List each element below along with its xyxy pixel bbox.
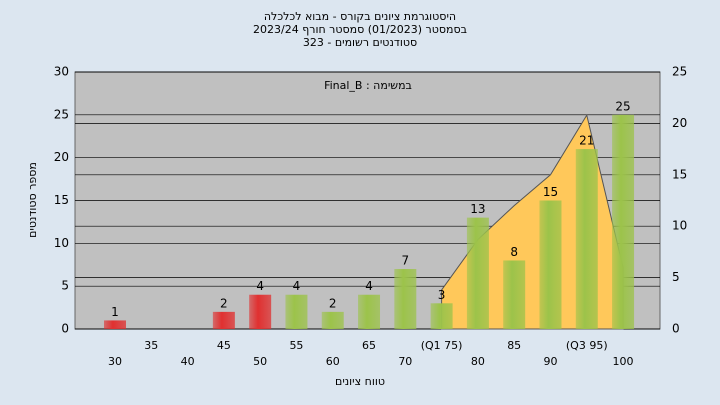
x-tick-label: 40 [181,355,195,368]
x-tick-label: 55 [289,339,303,352]
y-tick-label: 5 [61,279,69,293]
x-tick-label: 45 [217,339,231,352]
bar [612,114,635,329]
y2-tick-label: 20 [672,116,687,130]
y-tick-label: 30 [54,65,69,79]
bar [539,200,562,329]
y-tick-label: 0 [61,322,69,336]
bar [321,311,344,329]
chart-subtitle: בסמסטר (01/2023) סמסטר חורף 2023/24 [253,23,467,36]
annotation: Final_B : במשימה [324,79,412,92]
data-label: 4 [365,279,373,293]
data-label: 2 [329,296,337,310]
y-tick-label: 20 [54,150,69,164]
bar [466,217,489,329]
x-tick-label: 35 [144,339,158,352]
data-label: 2 [220,296,228,310]
x-tick-label: 30 [108,355,122,368]
data-label: 13 [470,202,485,216]
data-label: 3 [438,288,446,302]
y-axis-label: מספר סטודנטים [26,162,39,238]
bar [430,303,453,329]
y2-tick-label: 25 [672,65,687,79]
y2-tick-label: 5 [672,270,680,284]
bar [503,260,526,329]
x-tick-label: (Q1 75) [421,339,463,352]
bar [212,311,235,329]
y-tick-label: 25 [54,107,69,121]
data-label: 8 [510,245,518,259]
x-tick-label: 90 [543,355,557,368]
data-label: 1 [111,305,119,319]
x-tick-label: 70 [398,355,412,368]
x-tick-label: (Q3 95) [566,339,608,352]
y2-tick-label: 15 [672,167,687,181]
bar [285,294,308,329]
chart-subtitle: סטודנטים רשומים - 323 [303,36,417,49]
data-label: 15 [543,185,558,199]
y-tick-label: 10 [54,236,69,250]
x-tick-label: 100 [613,355,634,368]
x-tick-label: 60 [326,355,340,368]
x-tick-label: 85 [507,339,521,352]
x-tick-label: 50 [253,355,267,368]
x-tick-label: 80 [471,355,485,368]
bar [358,294,381,329]
bar [104,320,126,329]
y2-tick-label: 10 [672,219,687,233]
chart-title: היסטוגרמת ציונים בקורס - מבוא לכלכלה [264,10,456,23]
data-label: 21 [579,134,594,148]
data-label: 4 [256,279,264,293]
bar [249,294,272,329]
y2-tick-label: 0 [672,322,680,336]
bar [575,149,598,329]
data-label: 4 [293,279,301,293]
data-label: 7 [401,254,409,268]
x-tick-label: 65 [362,339,376,352]
x-axis-label: טווח ציונים [335,375,385,388]
data-label: 25 [615,99,630,113]
y-tick-label: 15 [54,193,69,207]
bar [394,269,417,329]
